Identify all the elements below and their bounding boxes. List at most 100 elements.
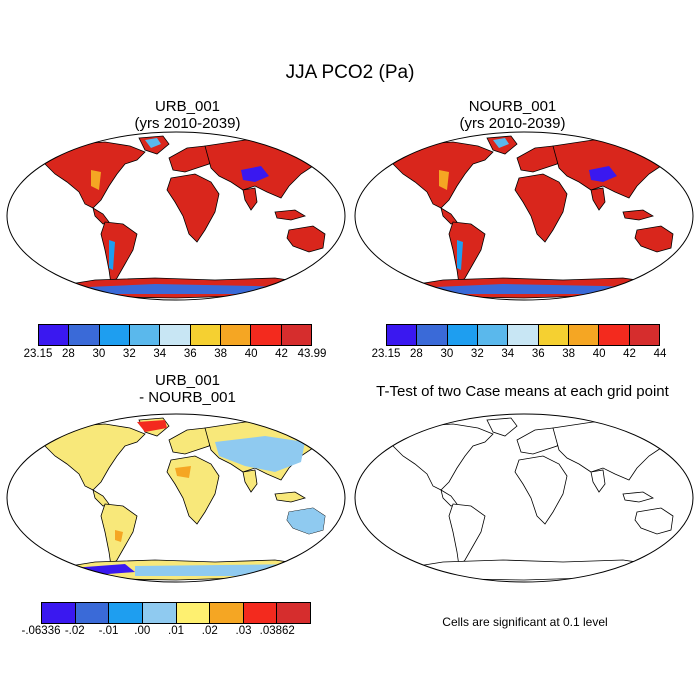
land-mass	[166, 173, 220, 243]
colorbar-swatch	[243, 603, 278, 623]
land-mass	[590, 469, 606, 493]
colorbar-tick-label: -.01	[98, 625, 119, 637]
panel2-title-line2: (yrs 2010-2039)	[459, 115, 566, 132]
land-mass	[552, 421, 674, 481]
panel1-title-line2: (yrs 2010-2039)	[134, 115, 241, 132]
colorbar-tick-label: 40	[244, 348, 258, 360]
negative-diff-region	[215, 436, 305, 472]
panel4-title: T-Test of two Case means at each grid po…	[376, 383, 669, 400]
land-mass	[392, 559, 664, 581]
colorbar-swatch	[417, 325, 448, 345]
colorbar-tick-label: 43.99	[297, 348, 327, 360]
colorbar-swatch	[42, 603, 76, 623]
map-panel-urb	[6, 131, 346, 301]
land-mass	[92, 207, 110, 225]
colorbar-tick-label: 42	[623, 348, 636, 360]
significance-note: Cells are significant at 0.1 level	[442, 615, 608, 629]
land-mass	[100, 221, 138, 285]
colorbar-swatch	[387, 325, 418, 345]
colorbar-swatch	[477, 325, 509, 345]
land-mass	[204, 139, 326, 199]
land-mass	[622, 209, 654, 221]
low-value-region	[493, 138, 509, 148]
colorbar-tick-label: 36	[183, 348, 197, 360]
land-mass	[440, 207, 458, 225]
colorbar-nourb	[386, 324, 660, 346]
colorbar-tick-label: 32	[470, 348, 484, 360]
colorbar-urb	[38, 324, 312, 346]
colorbar-tick-label: 28	[62, 348, 75, 360]
colorbar-swatch	[160, 325, 191, 345]
colorbar-swatch	[75, 603, 110, 623]
land-mass	[392, 423, 494, 491]
colorbar-tick-label: 44	[653, 348, 667, 360]
low-value-region	[413, 284, 653, 294]
map-border	[6, 131, 346, 301]
land-mass	[516, 145, 564, 173]
colorbar-swatch	[39, 325, 70, 345]
negative-diff-region	[135, 564, 305, 576]
colorbar-swatch	[142, 603, 177, 623]
colorbar-swatch	[277, 603, 310, 623]
land-mass	[274, 491, 306, 503]
map-panel-nourb	[354, 131, 694, 301]
low-value-region	[65, 284, 305, 294]
colorbar-tick-label: .03	[235, 625, 252, 637]
land-mass	[514, 173, 568, 243]
land-mass	[634, 507, 674, 535]
colorbar-tick-label: 23.15	[371, 348, 401, 360]
figure-title: JJA PCO2 (Pa)	[285, 62, 415, 83]
colorbar-swatch	[629, 325, 659, 345]
panel2-title-line1: NOURB_001	[468, 98, 557, 115]
low-value-region	[109, 240, 115, 270]
colorbar-swatch	[99, 325, 130, 345]
positive-diff-region	[115, 530, 123, 542]
land-mass	[44, 423, 146, 491]
colorbar-tick-label: 38	[214, 348, 228, 360]
land-mass	[516, 427, 564, 455]
colorbar-tick-label: 34	[153, 348, 167, 360]
colorbar-tick-label: 38	[562, 348, 576, 360]
colorbar-swatch	[538, 325, 569, 345]
colorbar-swatch	[447, 325, 478, 345]
land-mass	[242, 187, 258, 211]
low-value-region	[589, 166, 617, 182]
colorbar-swatch	[251, 325, 282, 345]
land-mass	[168, 427, 216, 455]
low-value-region	[457, 240, 463, 270]
map-panel-difference	[6, 413, 346, 583]
positive-diff-region	[175, 466, 191, 478]
land-mass	[622, 491, 654, 503]
colorbar-tick-label: 36	[531, 348, 545, 360]
colorbar-swatch	[599, 325, 630, 345]
colorbar-urb-labels: 23.15 28 30 32 34 36 38 40 42 43.99	[24, 348, 327, 362]
colorbar-tick-label: 40	[592, 348, 606, 360]
mid-value-region	[91, 170, 101, 190]
colorbar-tick-label: .03862	[259, 625, 295, 637]
land-mass	[166, 455, 220, 525]
negative-diff-region	[287, 508, 325, 534]
map-border	[6, 413, 346, 583]
land-mass	[168, 145, 216, 173]
positive-diff-region	[137, 420, 167, 432]
colorbar-swatch	[210, 603, 244, 623]
colorbar-tick-label: 30	[440, 348, 454, 360]
colorbar-tick-label: .01	[168, 625, 184, 637]
land-mass	[440, 489, 458, 507]
panel2-title: NOURB_001 (yrs 2010-2039)	[350, 98, 675, 132]
colorbar-tick-label: -.06336	[21, 625, 61, 637]
colorbar-swatch	[129, 325, 161, 345]
land-mass	[514, 455, 568, 525]
panel3-title-line1: URB_001	[154, 372, 221, 389]
colorbar-difference	[41, 602, 311, 624]
land-mass	[590, 187, 606, 211]
colorbar-swatch	[109, 603, 143, 623]
land-mass	[448, 503, 486, 567]
land-mass	[92, 489, 110, 507]
colorbar-swatch	[176, 603, 211, 623]
land-mass	[448, 221, 486, 285]
map-panel-ttest	[354, 413, 694, 583]
colorbar-swatch	[281, 325, 311, 345]
colorbar-tick-label: 32	[122, 348, 136, 360]
panel3-title: URB_001 - NOURB_001	[25, 372, 350, 406]
